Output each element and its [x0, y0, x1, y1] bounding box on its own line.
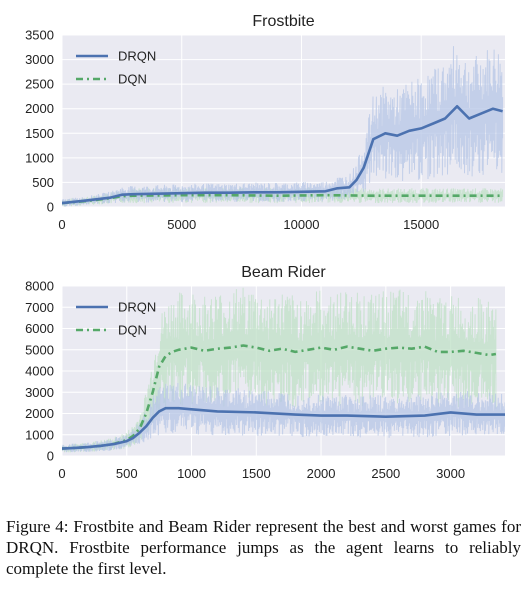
variance-band-drqn: [62, 382, 505, 453]
series-line-dqn: [62, 193, 503, 205]
y-tick-label: 7000: [25, 300, 54, 315]
chart-title: Beam Rider: [241, 264, 326, 281]
x-tick-label: 5000: [167, 217, 196, 232]
x-tick-label: 2000: [307, 466, 336, 481]
data-layer: [62, 287, 505, 453]
y-tick-label: 5000: [25, 342, 54, 357]
x-tick-label: 0: [58, 217, 65, 232]
legend-label-drqn: DRQN: [118, 49, 156, 64]
y-tick-label: 1500: [25, 126, 54, 141]
y-tick-label: 3000: [25, 52, 54, 67]
series-line-drqn: [62, 406, 505, 450]
chart-title: Frostbite: [252, 13, 314, 30]
x-tick-label: 500: [116, 466, 138, 481]
y-tick-label: 6000: [25, 321, 54, 336]
y-tick-label: 4000: [25, 364, 54, 379]
legend-label-dqn: DQN: [118, 323, 147, 338]
y-tick-label: 500: [32, 175, 54, 190]
y-tick-label: 0: [47, 200, 54, 215]
y-tick-label: 8000: [25, 279, 54, 294]
x-tick-label: 10000: [283, 217, 319, 232]
x-tick-label: 3000: [436, 466, 465, 481]
y-tick-label: 1000: [25, 427, 54, 442]
y-tick-label: 1000: [25, 150, 54, 165]
data-layer: [62, 46, 504, 207]
series-line-dqn: [62, 344, 497, 450]
x-tick-label: 2500: [371, 466, 400, 481]
chart-panel-1: 0 1000 2000 3000 4000 5000 6000 7000 8000 0 500 100…: [25, 264, 505, 481]
legend-label-drqn: DRQN: [118, 300, 156, 315]
x-tick-label: 1500: [242, 466, 271, 481]
x-tick-label: 1000: [177, 466, 206, 481]
chart-panel-0: 0 500 1000 1500 2000 2500 3000 3500 0 5000 10000 15…: [25, 13, 505, 232]
y-tick-label: 0: [47, 449, 54, 464]
x-tick-label: 15000: [403, 217, 439, 232]
y-tick-label: 2000: [25, 101, 54, 116]
y-tick-label: 2000: [25, 406, 54, 421]
y-tick-label: 3000: [25, 385, 54, 400]
y-tick-label: 2500: [25, 77, 54, 92]
x-tick-label: 0: [58, 466, 65, 481]
series-line-drqn: [62, 105, 503, 205]
figure-caption: Figure 4: Frostbite and Beam Rider repre…: [6, 517, 521, 578]
y-tick-label: 3500: [25, 28, 54, 43]
legend-label-dqn: DQN: [118, 72, 147, 87]
